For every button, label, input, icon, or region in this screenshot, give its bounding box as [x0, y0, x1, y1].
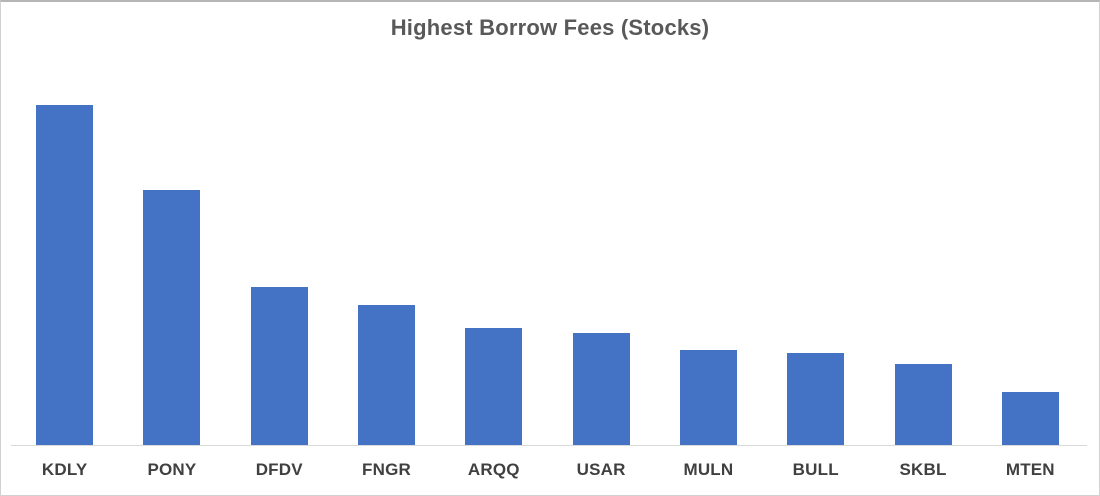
bar-dfdv	[250, 287, 308, 445]
x-axis-label-fngr: FNGR	[362, 460, 412, 479]
bar-slot-bull	[762, 2, 869, 445]
bar-slot-muln	[655, 2, 762, 445]
bar-slot-fngr	[333, 2, 440, 445]
bar-arqq	[465, 328, 523, 445]
bar-slot-mten	[977, 2, 1084, 445]
bar-fngr	[358, 305, 416, 445]
x-axis-label-skbl: SKBL	[899, 460, 947, 479]
bar-slot-kdly	[11, 2, 118, 445]
x-axis-label-muln: MULN	[683, 460, 734, 479]
bar-slot-skbl	[869, 2, 976, 445]
bar-kdly	[36, 105, 94, 445]
x-axis-label-arqq: ARQQ	[467, 460, 520, 479]
x-axis-label-pony: PONY	[147, 460, 197, 479]
bar-mten	[1001, 392, 1059, 445]
plot-area	[11, 2, 1084, 445]
x-axis-label-kdly: KDLY	[41, 460, 88, 479]
x-axis-label-bull: BULL	[792, 460, 839, 479]
chart-title: Highest Borrow Fees (Stocks)	[390, 15, 710, 40]
x-axis-line	[11, 445, 1087, 446]
x-axis-label-dfdv: DFDV	[255, 460, 303, 479]
bar-muln	[679, 350, 737, 445]
bar-slot-dfdv	[226, 2, 333, 445]
bar-pony	[143, 190, 201, 445]
bar-slot-pony	[118, 2, 225, 445]
bar-skbl	[894, 364, 952, 445]
bar-bull	[787, 353, 845, 445]
bar-slot-arqq	[440, 2, 547, 445]
x-axis-label-mten: MTEN	[1005, 460, 1055, 479]
x-axis-label-usar: USAR	[576, 460, 626, 479]
bar-usar	[572, 333, 630, 445]
bar-slot-usar	[547, 2, 654, 445]
x-axis-labels: KDLY PONY DFDV FNGR ARQQ USAR MULN BULL SKBL MTEN	[11, 460, 1084, 480]
